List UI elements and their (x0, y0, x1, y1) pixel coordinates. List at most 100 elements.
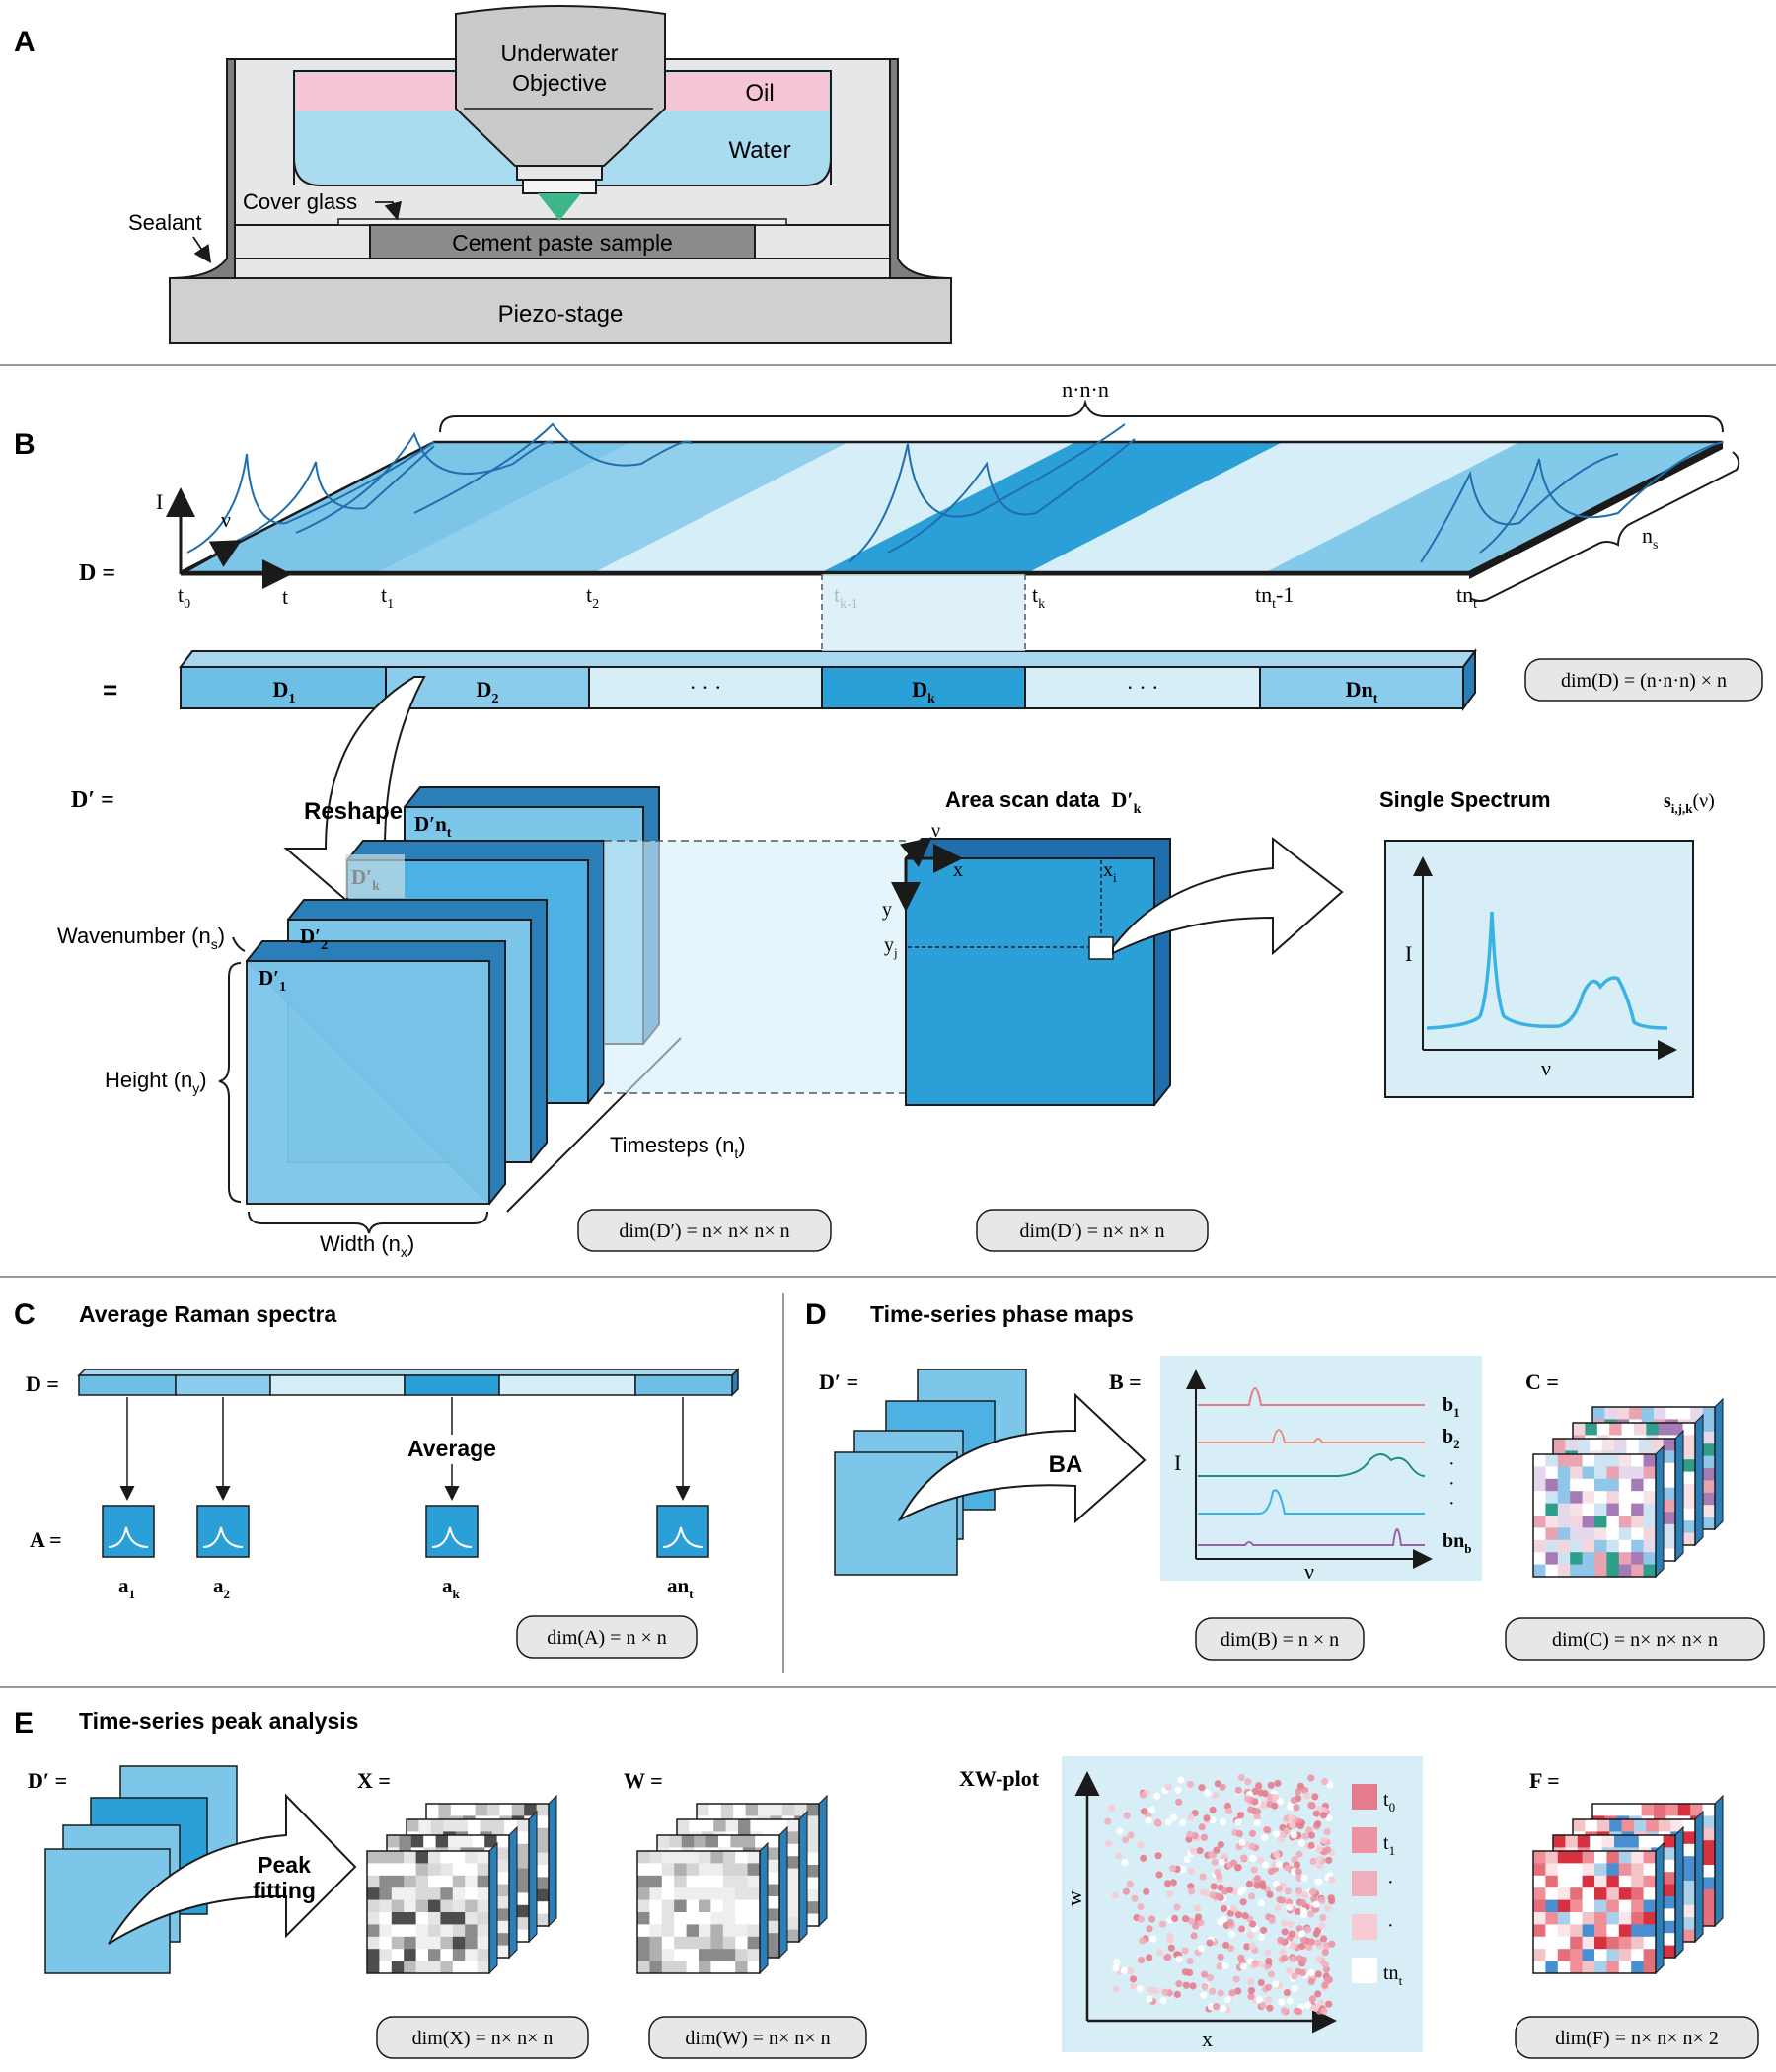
scatter-point (1263, 1962, 1271, 1970)
scatter-point (1197, 1919, 1205, 1927)
map-pixel (1594, 1466, 1607, 1480)
map-pixel (1582, 1899, 1595, 1913)
map-pixel (387, 1835, 400, 1848)
area-nu: ν (931, 820, 940, 842)
map-pixel (415, 1899, 429, 1913)
map-pixel (686, 1899, 700, 1913)
map-pixel (367, 1912, 380, 1925)
map-pixel (699, 1863, 711, 1877)
svg-text:D′2: D′2 (300, 925, 328, 953)
map-pixel (1594, 1949, 1607, 1962)
map-pixel (1654, 1804, 1666, 1816)
scatter-point (1193, 1904, 1202, 1912)
map-pixel (747, 1912, 761, 1925)
svg-text:Width (nx): Width (nx) (320, 1231, 414, 1260)
map-pixel (367, 1924, 380, 1938)
map-pixel (1594, 1527, 1607, 1541)
map-pixel (1577, 1835, 1591, 1848)
map-pixel (1643, 1851, 1657, 1864)
map-pixel (738, 1819, 751, 1832)
map-pixel (1658, 1819, 1671, 1832)
scatter-point (1155, 1871, 1163, 1879)
map-pixel (423, 1835, 437, 1848)
map-pixel (1643, 1491, 1657, 1505)
scatter-point (1104, 1817, 1112, 1825)
map-pixel (391, 1851, 405, 1864)
scatter-point (1271, 1802, 1279, 1810)
map-pixel (722, 1936, 736, 1950)
scatter-point (1305, 1943, 1313, 1951)
scatter-point (1234, 1786, 1242, 1795)
map-pixel (750, 1819, 764, 1832)
panel-c-title: Average Raman spectra (79, 1301, 336, 1327)
map-pixel (1570, 1851, 1584, 1864)
map-pixel (718, 1835, 731, 1848)
map-pixel (1545, 1503, 1559, 1517)
scatter-point (1266, 1793, 1275, 1801)
map-pixel (699, 1912, 711, 1925)
map-pixel (1557, 1539, 1571, 1553)
map-pixel (1582, 1936, 1595, 1950)
scatter-point (1107, 1804, 1115, 1812)
map-pixel (1663, 1512, 1676, 1525)
map-pixel (1594, 1887, 1607, 1901)
map-pixel (722, 1949, 736, 1962)
c-a-label: A = (30, 1527, 62, 1552)
map-pixel (686, 1924, 700, 1938)
map-pixel (1643, 1949, 1657, 1962)
scatter-point (1300, 1874, 1308, 1882)
scatter-point (1154, 1852, 1162, 1860)
scatter-point (1179, 1865, 1187, 1873)
scatter-point (1164, 1818, 1172, 1826)
ba-label: BA (1049, 1451, 1083, 1478)
map-pixel (1618, 1875, 1632, 1888)
scatter-point (1234, 1864, 1242, 1872)
map-pixel (1582, 1552, 1595, 1566)
ant-label: an (667, 1574, 690, 1597)
map-pixel (1621, 1819, 1635, 1832)
scatter-point (1275, 1860, 1283, 1868)
band-5 (1029, 442, 1519, 572)
map-pixel (1618, 1961, 1632, 1974)
map-pixel (1702, 1431, 1716, 1444)
scatter-point (1263, 1826, 1271, 1834)
width-label: Width (n (320, 1231, 401, 1256)
scatter-point (1213, 2003, 1221, 2011)
map-pixel (1570, 1564, 1584, 1578)
eq-label: = (103, 675, 117, 704)
map-pixel (1606, 1478, 1620, 1492)
map-pixel (391, 1899, 405, 1913)
map-pixel (1582, 1875, 1595, 1888)
scatter-point (1129, 1975, 1138, 1983)
scatter-point (1283, 1827, 1291, 1835)
map-pixel (440, 1851, 454, 1864)
sealant-label: Sealant (128, 210, 202, 235)
piezo-stage (169, 277, 952, 344)
scatter-point (1186, 1830, 1194, 1838)
b-dot-3: · (1448, 1493, 1455, 1515)
scatter-point (1291, 1984, 1298, 1993)
svg-text:t1: t1 (1383, 1832, 1395, 1858)
map-pixel (710, 1899, 724, 1913)
map-pixel (1604, 1407, 1618, 1420)
map-pixel (786, 1843, 800, 1857)
scatter-point (1324, 1904, 1332, 1912)
block-dots-2-label: · · · (1127, 675, 1159, 700)
scatter-point (1200, 1833, 1208, 1841)
pixel-marker (1088, 936, 1114, 960)
scatter-point (1289, 1821, 1296, 1829)
d-b-label: B = (1109, 1369, 1142, 1394)
map-pixel (1663, 1847, 1676, 1861)
map-pixel (1631, 1564, 1645, 1578)
map-pixel (1557, 1875, 1571, 1888)
map-pixel (1682, 1446, 1696, 1460)
map-pixel (767, 1872, 780, 1886)
map-pixel (735, 1875, 749, 1888)
map-pixel (637, 1936, 650, 1950)
map-pixel (404, 1961, 417, 1974)
map-pixel (415, 1875, 429, 1888)
scatter-point (1257, 1933, 1265, 1941)
scatter-point (1318, 1922, 1326, 1930)
map-pixel (1643, 1924, 1657, 1938)
scatter-point (1325, 1856, 1333, 1864)
